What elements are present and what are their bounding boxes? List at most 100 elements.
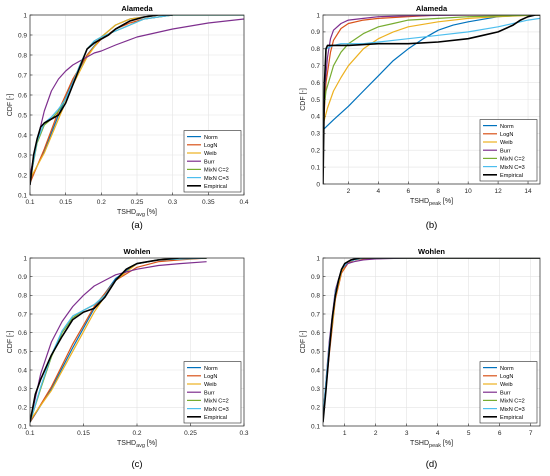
y-tick-label: 0.5 xyxy=(18,349,27,356)
panel-label: (d) xyxy=(426,459,438,470)
y-tick-label: 0.7 xyxy=(311,311,320,318)
chart-panel-2: 2 4 6 8 10 12 14 0 0.1 0.2 0.3 0.4 0.5 0.6 0.7 0.8 0.9 1 A… xyxy=(300,4,541,231)
legend-entry: Norm xyxy=(500,366,514,372)
y-tick-label: 0.5 xyxy=(18,112,27,119)
x-axis-label: TSHDpeak [%] xyxy=(410,440,453,449)
legend-entry: MixN C=3 xyxy=(204,176,229,182)
y-axis-label: CDF [-] xyxy=(7,331,14,354)
x-tick-label: 8 xyxy=(436,188,440,195)
y-tick-label: 0.8 xyxy=(311,293,320,300)
y-tick-label: 0.1 xyxy=(311,164,320,171)
x-tick-label: 5 xyxy=(467,430,471,437)
chart-title: Alameda xyxy=(416,4,448,13)
y-tick-label: 0.9 xyxy=(18,32,27,39)
legend-entry: Norm xyxy=(204,366,218,372)
legend: Norm LogN Weib Burr MixN C=2 MixN C=3 Empirica… xyxy=(183,130,242,193)
x-tick-label: 0.15 xyxy=(77,430,90,437)
y-tick-label: 1 xyxy=(316,255,320,262)
x-tick-label: 0.1 xyxy=(25,199,34,206)
x-axis-label: TSHDavg [%] xyxy=(117,209,157,218)
legend-entry: Empirical xyxy=(204,184,227,190)
legend-entry: Empirical xyxy=(500,415,523,421)
legend-entry: Burr xyxy=(500,148,511,154)
legend-entry: Weib xyxy=(204,382,217,388)
y-tick-label: 0.6 xyxy=(18,330,27,337)
y-tick-label: 1 xyxy=(23,255,27,262)
x-tick-label: 2 xyxy=(347,188,351,195)
y-axis-label: CDF [-] xyxy=(300,331,307,354)
chart-panel-1: 0.1 0.15 0.2 0.25 0.3 0.35 0.4 0.1 0.2 0.3 0.4 0.5 0… xyxy=(7,4,249,231)
series-line-empirical xyxy=(323,15,540,184)
legend-entry: MixN C=3 xyxy=(500,165,525,171)
y-tick-label: 0.1 xyxy=(311,423,320,430)
y-tick-label: 0.9 xyxy=(311,29,320,36)
y-tick-label: 0.4 xyxy=(311,114,320,121)
y-tick-label: 0.3 xyxy=(18,152,27,159)
x-tick-label: 0.4 xyxy=(239,199,248,206)
x-tick-label: 0.25 xyxy=(184,430,197,437)
legend: Norm LogN Weib Burr MixN C=2 MixN C=3 Empirica… xyxy=(183,361,242,424)
legend-entry: Burr xyxy=(204,390,215,396)
x-tick-label: 7 xyxy=(529,430,533,437)
series-line-burr xyxy=(323,15,540,125)
legend-entry: Norm xyxy=(204,135,218,141)
y-tick-label: 0.6 xyxy=(311,80,320,87)
legend-entry: LogN xyxy=(204,143,217,149)
y-tick-label: 0.9 xyxy=(311,274,320,281)
x-tick-label: 0.15 xyxy=(59,199,72,206)
legend: Norm LogN Weib Burr MixN C=2 MixN C=3 Empirica… xyxy=(479,119,538,182)
chart-title: Wohlen xyxy=(124,247,151,256)
x-tick-label: 0.2 xyxy=(132,430,141,437)
legend-entry: Burr xyxy=(204,159,215,165)
y-tick-label: 0.4 xyxy=(311,367,320,374)
y-tick-label: 0.7 xyxy=(18,311,27,318)
x-tick-label: 14 xyxy=(524,188,532,195)
y-tick-label: 0 xyxy=(316,181,320,188)
y-tick-label: 1 xyxy=(316,12,320,19)
y-tick-label: 0.5 xyxy=(311,349,320,356)
y-tick-label: 0.6 xyxy=(18,92,27,99)
y-tick-label: 0.1 xyxy=(18,192,27,199)
y-tick-label: 0.3 xyxy=(311,131,320,138)
series-group xyxy=(323,15,540,184)
y-tick-label: 0.2 xyxy=(311,405,320,412)
y-tick-label: 0.3 xyxy=(311,386,320,393)
y-tick-label: 0.1 xyxy=(18,423,27,430)
y-tick-label: 0.7 xyxy=(18,72,27,79)
x-tick-label: 6 xyxy=(498,430,502,437)
x-tick-label: 0.1 xyxy=(25,430,34,437)
series-group xyxy=(30,15,244,186)
legend-entry: LogN xyxy=(204,374,217,380)
y-tick-label: 0.4 xyxy=(18,367,27,374)
series-line-weib xyxy=(30,15,244,180)
y-tick-label: 0.8 xyxy=(18,52,27,59)
y-tick-label: 0.2 xyxy=(311,148,320,155)
chart-title: Alameda xyxy=(121,4,153,13)
series-line-burr xyxy=(30,261,207,423)
panel-label: (c) xyxy=(131,459,142,470)
panel-label: (b) xyxy=(426,220,438,231)
legend-entry: LogN xyxy=(500,132,513,138)
chart-panel-3: 0.1 0.15 0.2 0.25 0.3 0.1 0.2 0.3 0.4 0.5 0.6 0.7 0.… xyxy=(7,247,249,470)
legend-entry: Empirical xyxy=(500,173,523,179)
chart-title: Wohlen xyxy=(418,247,445,256)
panel-label: (a) xyxy=(131,220,143,231)
legend-entry: Weib xyxy=(500,382,513,388)
legend: Norm LogN Weib Burr MixN C=2 MixN C=3 Empirica… xyxy=(479,361,538,424)
legend-entry: Weib xyxy=(204,151,217,157)
axes-box xyxy=(322,257,541,427)
series-group xyxy=(30,258,207,423)
x-tick-label: 3 xyxy=(405,430,409,437)
y-tick-label: 0.6 xyxy=(311,330,320,337)
legend-entry: MixN C=3 xyxy=(500,407,525,413)
y-tick-label: 0.4 xyxy=(18,132,27,139)
series-line-empirical xyxy=(30,258,207,423)
x-axis-label: TSHDavg [%] xyxy=(117,440,157,449)
x-tick-label: 6 xyxy=(406,188,410,195)
chart-panel-4: 1 2 3 4 5 6 7 0.1 0.2 0.3 0.4 0.5 0.6 0.7 0.8 0.9 1 Wohle… xyxy=(300,247,541,470)
x-tick-label: 4 xyxy=(436,430,440,437)
y-tick-label: 0.3 xyxy=(18,386,27,393)
legend-entry: Weib xyxy=(500,140,513,146)
x-tick-label: 10 xyxy=(465,188,473,195)
